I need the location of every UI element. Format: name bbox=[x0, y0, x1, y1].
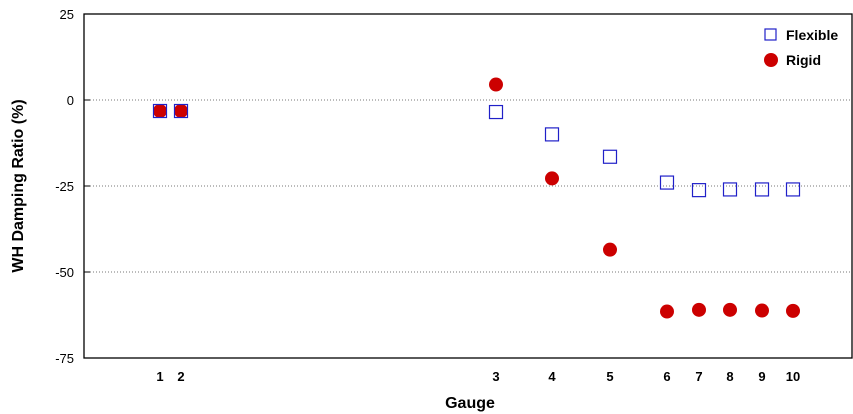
y-tick-label: -75 bbox=[55, 351, 74, 366]
rigid-point bbox=[153, 104, 167, 119]
rigid-point bbox=[603, 242, 617, 257]
x-tick-label: 1 bbox=[156, 369, 163, 384]
x-tick-label: 5 bbox=[606, 369, 613, 384]
y-axis-title: WH Damping Ratio (%) bbox=[10, 99, 27, 272]
rigid-point bbox=[174, 104, 188, 119]
x-tick-label: 3 bbox=[492, 369, 499, 384]
rigid-point bbox=[489, 77, 503, 92]
y-tick-label: -50 bbox=[55, 265, 74, 280]
y-tick-label: 0 bbox=[67, 93, 74, 108]
legend-rigid-marker bbox=[764, 53, 778, 67]
x-tick-label: 8 bbox=[726, 369, 733, 384]
flexible-point bbox=[173, 103, 189, 119]
x-axis-ticks: 1 2 3 4 5 6 7 8 9 10 bbox=[156, 369, 800, 384]
y-axis-ticks: 25 0 -25 -50 -75 bbox=[55, 7, 90, 366]
legend-flexible-label: Flexible bbox=[786, 27, 838, 43]
x-tick-label: 6 bbox=[663, 369, 670, 384]
x-axis-title: Gauge bbox=[445, 395, 495, 412]
y-tick-label: 25 bbox=[60, 7, 74, 22]
rigid-point bbox=[545, 171, 559, 186]
rigid-point bbox=[786, 303, 800, 318]
rigid-point bbox=[692, 302, 706, 317]
legend-flexible-marker bbox=[764, 28, 777, 41]
flexible-point bbox=[754, 182, 770, 197]
x-tick-label: 7 bbox=[695, 369, 702, 384]
rigid-point bbox=[723, 302, 737, 317]
x-tick-label: 10 bbox=[786, 369, 800, 384]
flexible-point bbox=[544, 127, 560, 142]
y-tick-label: -25 bbox=[55, 179, 74, 194]
rigid-point bbox=[660, 304, 674, 319]
flexible-point bbox=[152, 103, 168, 119]
x-tick-label: 4 bbox=[548, 369, 556, 384]
flexible-point bbox=[659, 175, 675, 190]
legend-rigid-label: Rigid bbox=[786, 52, 821, 68]
data-points bbox=[152, 77, 801, 319]
flexible-point bbox=[785, 182, 801, 197]
x-tick-label: 9 bbox=[758, 369, 765, 384]
legend: Flexible Rigid bbox=[764, 27, 838, 68]
flexible-point bbox=[602, 149, 618, 164]
flexible-point bbox=[488, 104, 504, 120]
rigid-point bbox=[755, 303, 769, 318]
x-tick-label: 2 bbox=[177, 369, 184, 384]
flexible-point bbox=[722, 182, 738, 197]
flexible-point bbox=[691, 183, 707, 198]
